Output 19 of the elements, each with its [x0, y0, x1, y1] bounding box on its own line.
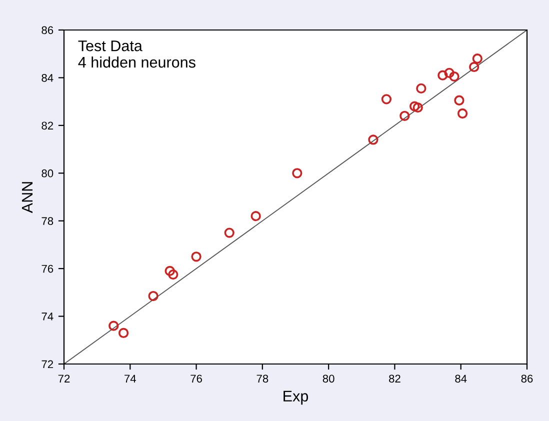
x-tick-label: 76 — [190, 374, 202, 383]
y-tick-label: 72 — [42, 360, 54, 368]
x-tick-label: 74 — [124, 374, 136, 382]
x-tick-label: 84 — [455, 374, 467, 383]
x-tick-label: 80 — [322, 374, 334, 383]
y-tick-label: 80 — [42, 169, 54, 178]
y-tick-label: 82 — [42, 122, 54, 130]
x-tick-label: 72 — [58, 374, 70, 382]
x-tick-label: 86 — [521, 374, 533, 383]
y-axis-title: ANN — [22, 182, 32, 214]
y-tick-label: 78 — [42, 217, 54, 225]
x-axis-title: Exp — [284, 390, 308, 405]
x-tick-label: 82 — [389, 374, 400, 383]
y-tick-label: 86 — [42, 26, 54, 34]
y-tick-label: 76 — [42, 264, 54, 273]
x-tick-label: 78 — [256, 374, 268, 383]
y-tick-label: 84 — [42, 74, 54, 82]
annotation: Test Data 4 hidden neurons — [78, 40, 196, 68]
y-tick-label: 74 — [42, 312, 54, 320]
